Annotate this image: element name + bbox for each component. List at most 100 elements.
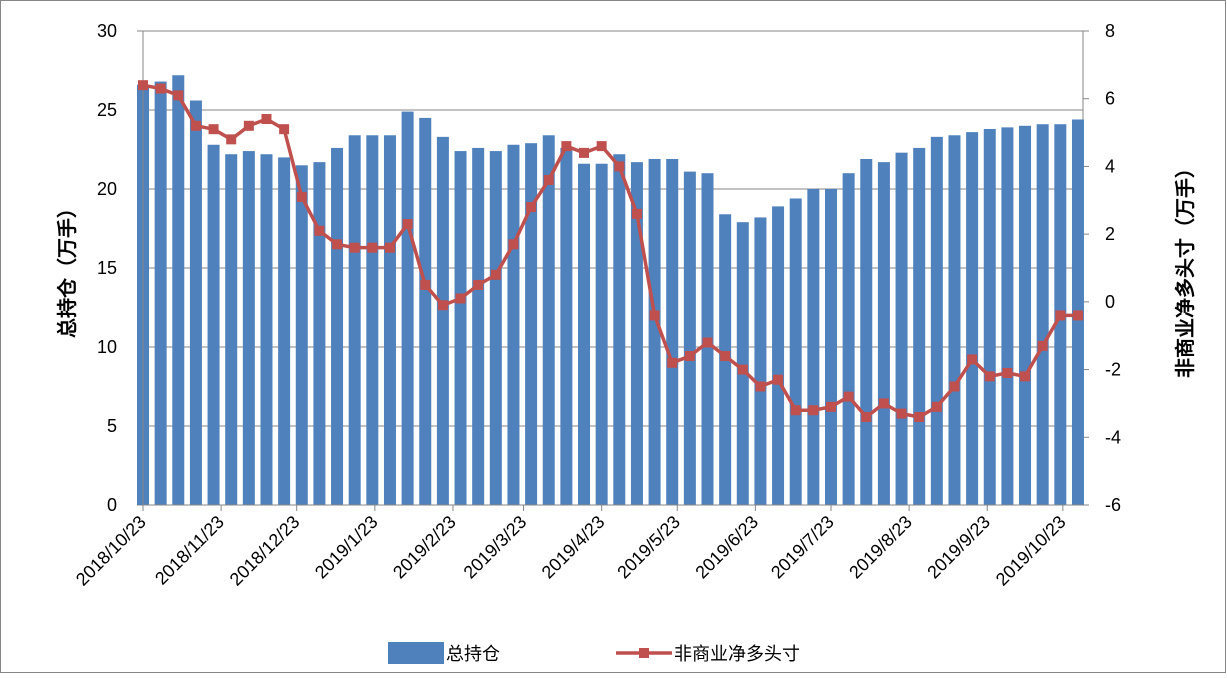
line-marker <box>332 239 343 250</box>
line-marker <box>138 80 148 91</box>
bar <box>472 147 485 506</box>
bar <box>489 151 502 505</box>
line-marker <box>561 141 572 152</box>
line-marker <box>543 174 554 185</box>
bar <box>154 81 167 505</box>
y-tick-label: 5 <box>107 416 117 436</box>
line-marker <box>349 242 360 253</box>
bar <box>578 163 591 505</box>
bar <box>595 163 608 505</box>
bar <box>436 136 449 506</box>
line-marker <box>737 364 748 375</box>
bar <box>860 158 873 506</box>
line-marker <box>367 242 378 253</box>
y2-tick-label: 0 <box>1105 292 1115 312</box>
bar <box>648 158 661 506</box>
bar <box>630 162 643 505</box>
bar <box>789 198 802 506</box>
line-marker <box>702 337 713 348</box>
bar <box>348 135 361 505</box>
line-marker <box>596 141 607 152</box>
line-marker <box>667 357 678 368</box>
line-marker <box>173 90 184 101</box>
line-marker <box>861 411 872 422</box>
bar <box>278 157 291 505</box>
y-tick-label: 15 <box>97 258 117 278</box>
line-marker <box>190 120 201 131</box>
bar <box>772 206 785 505</box>
legend-swatch <box>388 642 444 664</box>
line-marker <box>1002 367 1013 378</box>
bar <box>948 135 961 505</box>
y2-tick-label: 2 <box>1105 224 1115 244</box>
bar <box>966 132 979 505</box>
bar <box>842 173 855 505</box>
bar <box>895 152 908 505</box>
bar <box>172 75 185 506</box>
bar <box>877 162 890 505</box>
line-marker <box>825 401 836 412</box>
bar <box>542 135 555 505</box>
y2-tick-label: 4 <box>1105 156 1115 176</box>
bar <box>225 154 238 506</box>
bar <box>913 147 926 506</box>
line-marker <box>261 114 272 125</box>
line-marker <box>790 405 801 416</box>
line-marker <box>208 124 219 135</box>
y2-axis-title: 非商业净多头寸（万手） <box>1173 158 1197 378</box>
line-marker <box>949 381 960 392</box>
y2-tick-label: -2 <box>1105 360 1121 380</box>
bar <box>613 154 626 506</box>
line-marker <box>402 218 413 229</box>
line-marker <box>579 147 590 158</box>
line-marker <box>614 161 625 172</box>
y2-tick-label: -6 <box>1105 495 1121 515</box>
line-marker <box>279 124 290 135</box>
line-marker <box>1037 340 1048 351</box>
y-tick-label: 30 <box>97 21 117 41</box>
bar <box>242 151 255 505</box>
bar <box>260 154 273 506</box>
line-marker <box>773 374 784 385</box>
line-marker <box>843 391 854 402</box>
line-marker <box>967 354 978 365</box>
line-marker <box>243 120 254 131</box>
y-tick-label: 10 <box>97 337 117 357</box>
line-marker <box>1072 310 1083 321</box>
line-marker <box>984 371 995 382</box>
bar <box>1001 127 1014 505</box>
y-tick-label: 20 <box>97 179 117 199</box>
line-marker <box>649 310 660 321</box>
bar <box>383 135 396 505</box>
y-tick-label: 25 <box>97 100 117 120</box>
bar <box>666 158 679 506</box>
bar <box>454 151 467 505</box>
bar <box>983 128 996 505</box>
bar <box>419 117 432 506</box>
bar <box>366 135 379 505</box>
line-marker <box>490 269 501 280</box>
line-marker <box>526 202 537 213</box>
line-marker <box>226 134 237 145</box>
bar <box>736 222 749 505</box>
bar <box>930 136 943 506</box>
bar <box>754 217 767 505</box>
line-marker <box>384 242 395 253</box>
line-marker <box>314 225 325 236</box>
bar <box>401 111 414 505</box>
bar <box>807 189 820 505</box>
line-marker <box>631 208 642 219</box>
y-tick-label: 0 <box>107 495 117 515</box>
bar <box>331 147 344 506</box>
line-marker <box>508 239 519 250</box>
line-marker <box>455 293 466 304</box>
line-marker <box>878 398 889 409</box>
legend-marker <box>639 648 649 658</box>
bar <box>189 100 202 506</box>
bar <box>507 144 520 505</box>
bar <box>560 147 573 506</box>
line-marker <box>437 300 448 311</box>
bar <box>295 165 308 506</box>
line-marker <box>896 408 907 419</box>
